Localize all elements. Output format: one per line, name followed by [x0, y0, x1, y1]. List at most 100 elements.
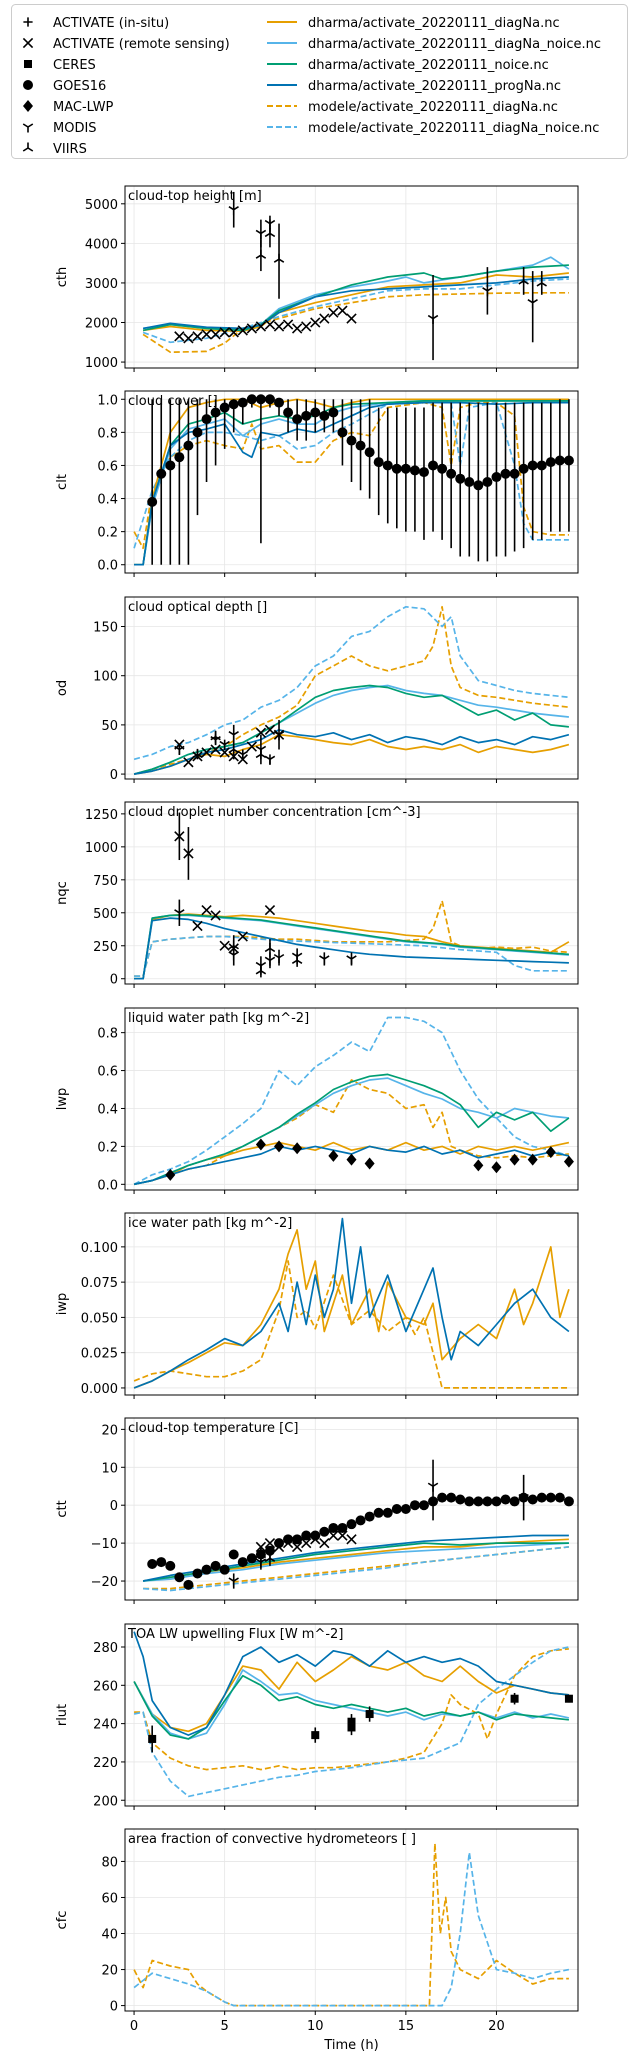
marker-viirs — [255, 965, 267, 975]
panel-od: 0 50 100 150 od cloud optical depth [] — [55, 596, 579, 783]
marker-goes16-shape — [536, 460, 547, 471]
marker-activate-remote-sensing — [246, 741, 258, 752]
marker-viirs — [536, 277, 547, 287]
marker-mac-lwp-shape — [274, 1140, 285, 1153]
marker-modis-shape — [228, 731, 239, 741]
marker-goes16-shape — [563, 1496, 574, 1507]
marker-goes16 — [491, 1496, 502, 1507]
series-line-modele-activate-20220111-diagna-noice-nc — [133, 1016, 570, 1186]
marker-goes16-shape — [147, 1558, 158, 1569]
series-line-dharma-activate-20220111-noice-nc — [133, 684, 569, 775]
marker-goes16 — [400, 1504, 411, 1514]
marker-activate-remote-sensing-shape — [237, 931, 248, 942]
panel-ctt: −20 −10 0 10 20 ctt cloud-top temperature [C] — [55, 1417, 579, 1604]
marker-goes16 — [527, 1494, 538, 1505]
panel-clt-ylabel: clt — [55, 474, 70, 490]
marker-goes16 — [491, 472, 502, 483]
marker-viirs — [192, 748, 203, 759]
panel-ctt-ytick-label: 20 — [101, 1423, 118, 1438]
marker-activate-remote-sensing — [282, 319, 294, 330]
marker-mac-lwp — [274, 1140, 285, 1153]
marker-modis — [527, 299, 538, 309]
marker-mac-lwp — [491, 1161, 502, 1174]
marker-activate-remote-sensing-shape — [210, 910, 221, 921]
panel-rlut-ytick-label: 280 — [93, 1641, 118, 1656]
marker-activate-remote-sensing — [264, 904, 276, 916]
marker-activate-remote-sensing-shape — [282, 319, 294, 330]
marker-goes16-shape — [409, 1500, 420, 1511]
marker-activate-remote-sensing — [255, 321, 267, 332]
markers-viirs — [255, 1546, 276, 1566]
marker-activate-remote-sensing-shape — [210, 329, 221, 340]
panel-nqc-plot — [134, 812, 570, 980]
marker-goes16 — [192, 427, 203, 438]
markers-goes16 — [147, 394, 574, 565]
panel-iwp-ytick-label: 0.050 — [81, 1311, 118, 1326]
marker-goes16 — [554, 455, 565, 466]
panel-nqc-ytick-label: 500 — [93, 907, 118, 922]
marker-modis-shape — [174, 909, 185, 919]
marker-activate-remote-sensing-shape — [237, 325, 248, 336]
panel-nqc-ylabel: nqc — [55, 881, 70, 905]
series-line-dharma-activate-20220111-progna-nc — [133, 1217, 570, 1389]
series-line-modele-activate-20220111-diagna-noice-nc — [133, 1646, 570, 1798]
marker-goes16 — [437, 463, 448, 474]
legend-marker-goes16 — [23, 80, 33, 90]
marker-activate-remote-sensing — [210, 329, 221, 340]
panel-iwp-frame — [124, 1212, 579, 1396]
marker-goes16-shape — [554, 1492, 565, 1503]
panel-clt-frame — [124, 390, 579, 574]
panel-cfc-ylabel: cfc — [55, 1911, 70, 1930]
marker-goes16 — [283, 1534, 294, 1545]
marker-modis-shape — [427, 314, 439, 325]
panel-nqc-ytick-label: 1000 — [85, 841, 118, 856]
marker-activate-remote-sensing — [210, 744, 221, 755]
marker-activate-remote-sensing — [291, 1541, 303, 1553]
marker-activate-remote-sensing — [282, 1537, 294, 1549]
marker-viirs — [264, 227, 276, 238]
marker-mac-lwp-shape — [527, 1153, 538, 1166]
marker-goes16-shape — [373, 1507, 384, 1518]
legend-label-modele-activate-20220111-diagna-nc: modele/activate_20220111_diagNa.nc — [308, 100, 558, 115]
marker-goes16-shape — [455, 473, 466, 484]
panel-od-title: cloud optical depth [] — [128, 600, 267, 615]
marker-goes16 — [328, 407, 339, 418]
marker-goes16 — [237, 397, 248, 408]
marker-ceres-shape — [311, 1731, 320, 1740]
marker-goes16 — [409, 465, 420, 476]
marker-goes16-shape — [201, 1564, 212, 1575]
marker-goes16 — [147, 496, 158, 507]
marker-modis-shape — [319, 955, 330, 965]
marker-goes16 — [400, 463, 411, 474]
marker-goes16-shape — [545, 457, 556, 468]
marker-ceres-shape — [510, 1694, 519, 1703]
marker-activate-remote-sensing-shape — [264, 1537, 276, 1549]
panel-lwp-ytick-label: 0.4 — [97, 1102, 118, 1117]
marker-activate-remote-sensing-shape — [346, 1534, 357, 1545]
panel-lwp-frame — [124, 1007, 579, 1191]
marker-activate-remote-sensing — [201, 329, 212, 340]
panel-clt: 0.0 0.2 0.4 0.6 0.8 1.0 clt cloud cover [] — [55, 390, 579, 577]
marker-activate-remote-sensing — [346, 313, 357, 324]
marker-activate-remote-sensing — [183, 757, 194, 768]
marker-goes16-shape — [500, 1494, 511, 1505]
marker-activate-remote-sensing-shape — [255, 321, 267, 332]
marker-viirs-shape — [192, 748, 203, 759]
marker-goes16 — [455, 1494, 466, 1505]
panel-nqc-ytick-label: 750 — [93, 874, 118, 889]
marker-modis-shape — [427, 1482, 439, 1492]
marker-goes16-shape — [274, 1538, 285, 1549]
series-line-dharma-activate-20220111-diagna-nc — [133, 733, 570, 775]
marker-modis-shape — [273, 953, 285, 964]
marker-goes16 — [482, 1496, 493, 1507]
panel-nqc-frame — [124, 801, 579, 985]
markers-viirs — [228, 935, 303, 978]
legend-frame — [11, 4, 628, 159]
panel-cfc-plot — [133, 1842, 570, 2007]
markers-modis — [228, 1459, 529, 1589]
marker-goes16 — [418, 1500, 429, 1511]
panel-iwp-ylabel: iwp — [55, 1293, 70, 1316]
marker-goes16-shape — [391, 1504, 402, 1514]
panel-od-frame — [124, 596, 579, 780]
marker-goes16 — [364, 1511, 375, 1522]
